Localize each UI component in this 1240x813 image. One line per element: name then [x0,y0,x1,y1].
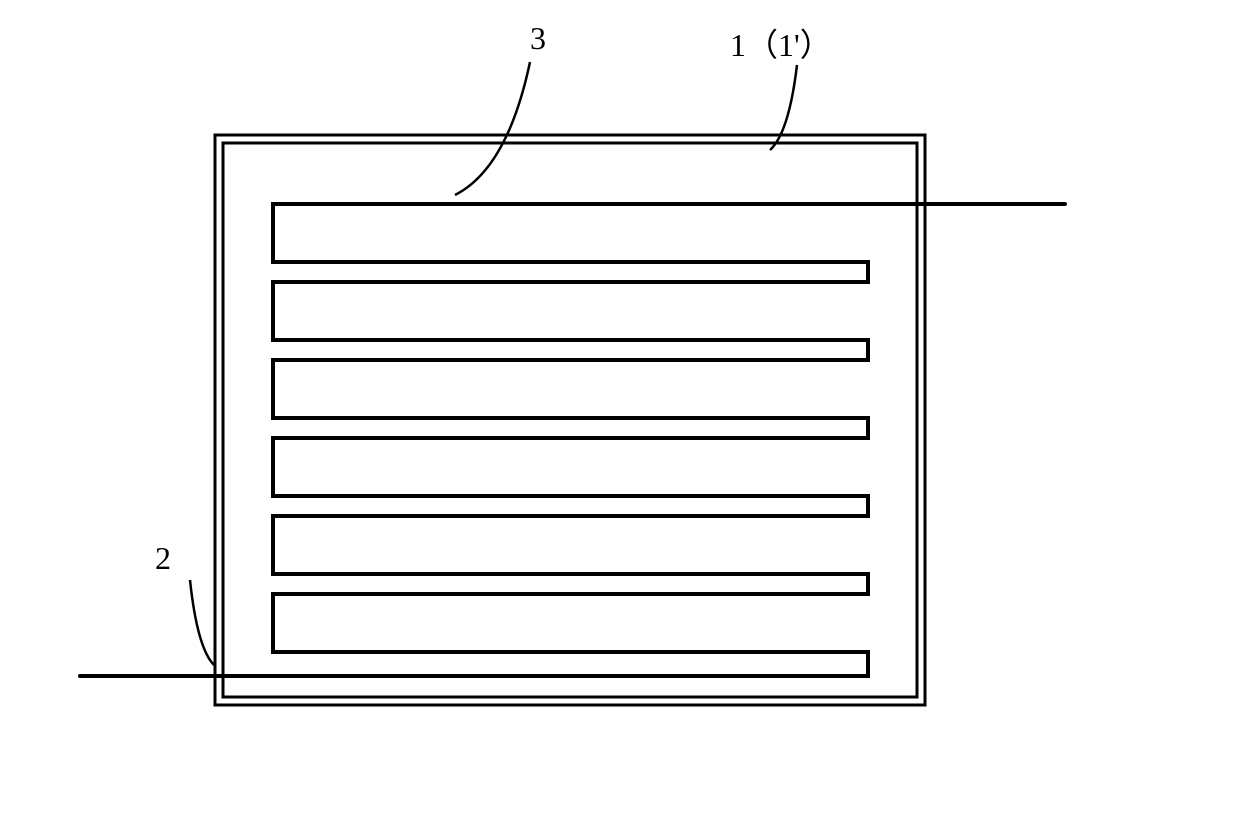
label-3: 3 [530,20,546,57]
label-1: 1（1'） [730,20,832,66]
diagram-container: 1（1'） 2 3 [0,0,1240,808]
diagram-svg [0,0,1240,808]
label-2: 2 [155,540,171,577]
